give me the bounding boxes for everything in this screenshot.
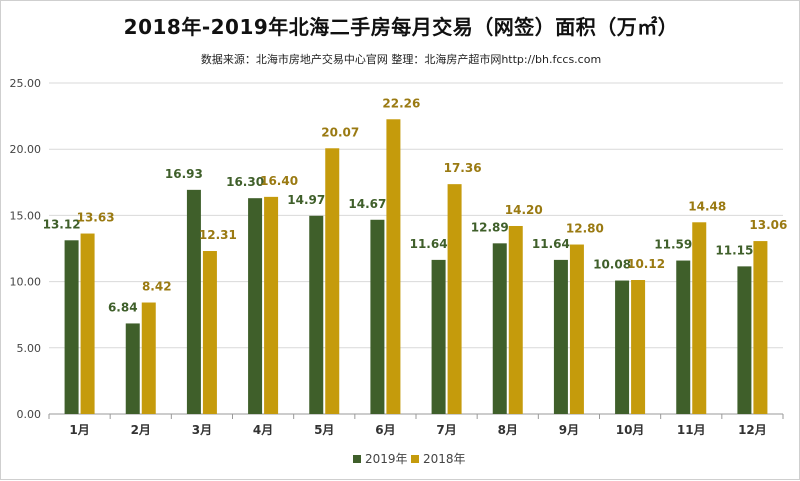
x-tick-label: 5月: [314, 423, 334, 437]
data-label-2019: 11.64: [410, 237, 448, 251]
legend-label: 2019年: [365, 452, 408, 466]
y-tick-label: 0.00: [17, 408, 42, 421]
data-label-2019: 13.12: [43, 217, 81, 231]
bar-2019: [492, 243, 507, 414]
data-label-2019: 16.93: [165, 167, 203, 181]
bar-2018: [447, 184, 462, 414]
chart-subtitle: 数据来源：北海市房地产交易中心官网 整理：北海房产超市网http://bh.fc…: [200, 53, 602, 66]
bar-2019: [431, 259, 446, 414]
data-label-2019: 12.89: [471, 220, 509, 234]
data-label-2018: 13.06: [749, 218, 787, 232]
x-tick-label: 3月: [192, 423, 212, 437]
y-tick-label: 15.00: [10, 209, 42, 222]
legend-label: 2018年: [423, 452, 466, 466]
chart-title: 2018年-2019年北海二手房每月交易（网签）面积（万㎡）: [123, 15, 679, 39]
y-tick-label: 5.00: [17, 342, 42, 355]
data-label-2018: 8.42: [142, 280, 172, 294]
bar-2018: [141, 302, 156, 414]
x-tick-label: 11月: [677, 423, 706, 437]
bar-2019: [248, 198, 263, 414]
x-tick-label: 9月: [559, 423, 579, 437]
data-label-2019: 14.67: [348, 197, 386, 211]
data-label-2019: 10.08: [593, 258, 631, 272]
bar-2018: [386, 119, 401, 415]
legend-swatch-1: [411, 455, 419, 463]
data-label-2018: 13.63: [77, 211, 115, 225]
x-tick-label: 12月: [738, 423, 767, 437]
bar-2019: [676, 260, 691, 414]
bar-2019: [64, 240, 79, 414]
data-label-2019: 11.15: [715, 243, 753, 257]
y-tick-label: 25.00: [10, 77, 42, 90]
bar-2019: [737, 266, 752, 414]
y-tick-label: 10.00: [10, 276, 42, 289]
bar-2018: [325, 148, 340, 414]
bar-2018: [264, 196, 279, 414]
bar-2019: [309, 215, 324, 414]
bar-2018: [80, 233, 95, 414]
x-tick-label: 2月: [131, 423, 151, 437]
data-label-2019: 14.97: [287, 193, 325, 207]
data-label-2018: 22.26: [382, 96, 420, 110]
data-label-2018: 17.36: [444, 161, 482, 175]
x-tick-label: 6月: [375, 423, 395, 437]
data-label-2018: 16.40: [260, 174, 298, 188]
bar-2019: [370, 219, 385, 414]
data-label-2019: 11.64: [532, 237, 570, 251]
bar-2019: [615, 280, 630, 414]
data-label-2018: 14.48: [688, 199, 726, 213]
legend-swatch-0: [353, 455, 361, 463]
data-label-2019: 11.59: [654, 238, 692, 252]
bar-2019: [125, 323, 140, 414]
bar-2018: [202, 251, 217, 414]
y-tick-label: 20.00: [10, 143, 42, 156]
bar-2019: [553, 259, 568, 414]
data-label-2018: 12.80: [566, 222, 604, 236]
bar-2018: [508, 225, 523, 414]
data-label-2018: 10.12: [627, 257, 665, 271]
data-label-2018: 12.31: [199, 228, 237, 242]
bar-2018: [631, 280, 646, 414]
data-label-2019: 16.30: [226, 175, 264, 189]
data-label-2019: 6.84: [108, 300, 138, 314]
bar-2018: [753, 241, 768, 414]
data-label-2018: 20.07: [321, 125, 359, 139]
data-label-2018: 14.20: [505, 203, 543, 217]
bar-2019: [186, 189, 201, 414]
x-tick-label: 1月: [69, 423, 89, 437]
bar-2018: [692, 222, 707, 414]
x-tick-label: 7月: [436, 423, 456, 437]
x-tick-label: 8月: [498, 423, 518, 437]
x-tick-label: 4月: [253, 423, 273, 437]
bar-2018: [569, 244, 584, 414]
x-tick-label: 10月: [616, 423, 645, 437]
